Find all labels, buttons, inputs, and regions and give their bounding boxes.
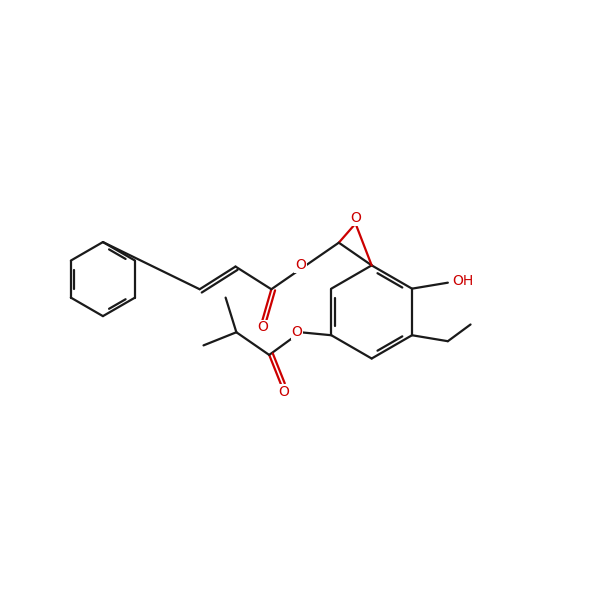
Text: OH: OH xyxy=(453,274,474,289)
Text: O: O xyxy=(257,320,268,334)
Text: O: O xyxy=(278,385,289,399)
Text: O: O xyxy=(291,325,302,339)
Text: O: O xyxy=(295,259,306,272)
Text: O: O xyxy=(350,211,361,225)
